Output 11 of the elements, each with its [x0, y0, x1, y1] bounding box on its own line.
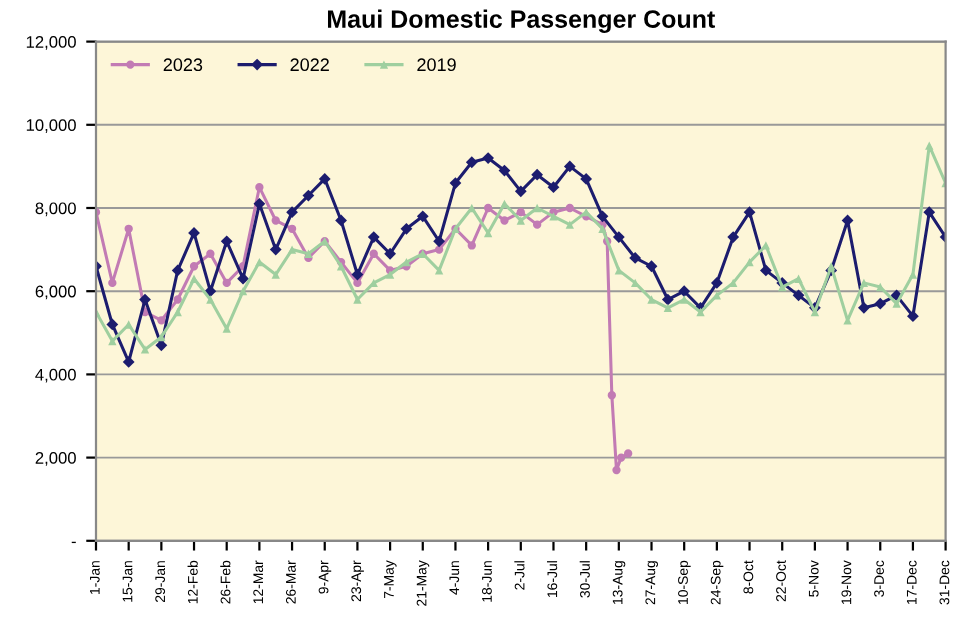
- y-tick-label: 4,000: [35, 368, 76, 383]
- y-tick-label: 2,000: [35, 452, 76, 466]
- y-tick-label: 6,000: [35, 285, 76, 300]
- y-tick-label: 10,000: [26, 119, 76, 133]
- legend-label: 2023: [163, 58, 203, 72]
- y-tick-label: 8,000: [35, 202, 76, 217]
- legend-label: 2022: [290, 58, 329, 72]
- y-tick-label: -: [71, 541, 76, 544]
- y-tick-label: 12,000: [26, 36, 76, 50]
- legend-label: 2019: [417, 58, 456, 72]
- chart-title: Maui Domestic Passenger Count: [328, 9, 715, 34]
